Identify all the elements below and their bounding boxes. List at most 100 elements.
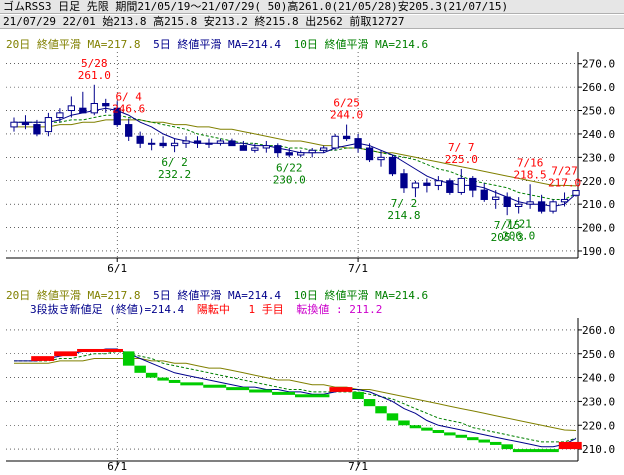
brick-down	[226, 387, 250, 391]
brick-down	[134, 365, 146, 373]
annotation-value: 232.2	[158, 168, 191, 181]
candle-up	[377, 156, 385, 161]
candle-down	[113, 107, 121, 126]
candle-up	[170, 142, 179, 147]
brick-down	[249, 389, 273, 393]
candle-up	[10, 121, 18, 128]
annotation-value: 261.0	[78, 69, 111, 82]
y-tick-label: 250.0	[582, 348, 615, 361]
header-ohlc-line: 21/07/29 22/01 始213.8 高215.8 安213.2 終215…	[0, 15, 624, 29]
candle-up	[216, 140, 225, 144]
legend-ma10: 10日 終値平滑 MA=214.6	[293, 38, 429, 51]
brick-up	[329, 387, 353, 392]
legend-ma10-bottom: 10日 終値平滑 MA=214.6	[293, 289, 429, 302]
candle-down	[125, 124, 133, 137]
candle-down	[342, 135, 351, 140]
sanpon-direction: 陽転中	[196, 303, 230, 316]
brick-down	[444, 432, 456, 436]
candle-down	[136, 135, 144, 144]
candle-down	[469, 177, 477, 191]
top-legend: 20日 終値平滑 MA=217.8 5日 終値平滑 MA=214.4 10日 終…	[6, 38, 434, 52]
brick-down	[352, 391, 364, 400]
annotation-value: 218.5	[514, 168, 547, 181]
y-tick-label: 210.0	[582, 198, 615, 211]
candle-down	[365, 147, 374, 161]
annotation-date: 6/22	[276, 161, 303, 174]
y-tick-label: 190.0	[582, 245, 615, 258]
annotation-date: 6/25	[333, 97, 360, 110]
brick-down	[272, 391, 295, 395]
annotation-date: 7/15	[494, 219, 521, 232]
brick-down	[363, 399, 376, 407]
candle-up	[549, 201, 557, 212]
legend-ma5: 5日 終値平滑 MA=214.4	[153, 38, 281, 51]
candle-up	[492, 196, 500, 200]
candle-down	[388, 156, 397, 175]
candle-down	[21, 121, 30, 126]
y-tick-label: 200.0	[582, 222, 615, 235]
candle-up	[514, 203, 523, 207]
candle-down	[193, 140, 202, 144]
brick-down	[409, 425, 422, 429]
brick-down	[157, 377, 169, 381]
brick-up	[558, 441, 582, 450]
ma5-line	[14, 348, 577, 448]
brick-up	[31, 356, 55, 361]
annotation-value: 217.0	[548, 176, 581, 189]
header-period-line: ゴムRSS3 日足 先限 期間21/05/19～21/07/29( 50)高26…	[0, 0, 624, 14]
candle-down	[480, 189, 488, 200]
candle-down	[159, 142, 167, 147]
legend-ma20-bottom: 20日 終値平滑 MA=217.8	[6, 289, 141, 302]
candle-up	[205, 142, 213, 145]
brick-down	[295, 394, 330, 398]
annotation-date: 6/ 2	[161, 156, 188, 169]
candle-up	[44, 117, 53, 133]
brick-down	[180, 382, 204, 386]
candle-up	[90, 103, 98, 114]
brick-up	[100, 348, 123, 352]
ma10-line	[14, 350, 577, 443]
annotation-date: 6/ 4	[115, 90, 142, 103]
candle-up	[297, 152, 305, 156]
brick-down	[512, 449, 559, 453]
candle-down	[446, 180, 454, 193]
ma20-line	[14, 358, 577, 431]
brick-down	[467, 437, 479, 441]
brick-up	[54, 351, 78, 357]
candle-up	[331, 135, 339, 149]
annotation-date: 7/21	[505, 218, 532, 231]
annotation-date: 5/28	[81, 57, 108, 70]
brick-down	[168, 379, 181, 383]
sanpon-status-line: 3段抜き新値足 (終値)=214.4 陽転中 1 手目 転換値 : 211.2	[30, 303, 388, 317]
candle-up	[411, 182, 420, 189]
candle-up	[526, 201, 534, 205]
annotation-value: 206.0	[502, 230, 535, 243]
ma10-line	[14, 114, 577, 200]
candle-up	[56, 112, 64, 119]
y-tick-label: 270.0	[582, 58, 615, 71]
candle-up	[457, 177, 465, 193]
candle-down	[79, 107, 87, 114]
candle-down	[400, 173, 408, 189]
annotation-date: 7/16	[517, 156, 544, 169]
y-tick-label: 250.0	[582, 105, 615, 118]
candle-down	[102, 103, 110, 107]
candle-down	[239, 145, 248, 151]
legend-ma5-bottom: 5日 終値平滑 MA=214.4	[153, 289, 281, 302]
brick-down	[432, 430, 445, 434]
x-tick-label: 6/1	[107, 262, 127, 275]
brick-down	[398, 420, 410, 426]
brick-down	[203, 384, 227, 388]
candle-down	[33, 124, 41, 135]
annotation-value: 214.8	[387, 209, 420, 222]
x-tick-label: 6/1	[107, 460, 127, 473]
bottom-legend: 20日 終値平滑 MA=217.8 5日 終値平滑 MA=214.4 10日 終…	[6, 289, 434, 303]
y-tick-label: 220.0	[582, 175, 615, 188]
x-tick-label: 7/1	[348, 460, 368, 473]
candle-up	[182, 140, 190, 144]
annotation-value: 205.3	[491, 231, 524, 244]
legend-ma20: 20日 終値平滑 MA=217.8	[6, 38, 141, 51]
candle-up	[67, 105, 76, 112]
candle-up	[262, 145, 270, 149]
